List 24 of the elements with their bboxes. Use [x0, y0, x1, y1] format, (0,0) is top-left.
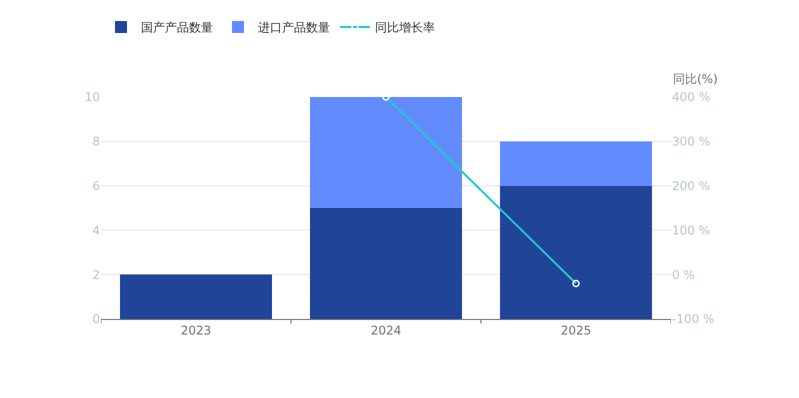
y2-axis-title: 同比(%): [673, 72, 718, 86]
legend-label: 进口产品数量: [258, 20, 330, 35]
bar: [310, 97, 462, 208]
bar: [120, 274, 272, 319]
y-tick-label: 8: [92, 134, 100, 149]
y-tick-label: 0: [92, 312, 100, 326]
y-tick-label: 4: [92, 223, 100, 238]
x-tick-label: 2024: [370, 323, 402, 338]
y2-tick-label: 200 %: [672, 179, 710, 193]
y2-tick-label: 100 %: [672, 223, 710, 238]
y2-tick-label: 300 %: [672, 134, 710, 149]
y-tick-label: 6: [92, 179, 100, 193]
y2-tick-label: -100 %: [672, 312, 714, 326]
bar: [500, 186, 652, 319]
legend-label: 国产产品数量: [141, 20, 213, 35]
y-tick-label: 10: [84, 90, 100, 104]
y2-tick-label: 400 %: [672, 90, 710, 104]
x-tick-label: 2025: [560, 323, 592, 338]
legend-label: 同比增长率: [375, 20, 435, 35]
y-tick-label: 2: [92, 268, 100, 282]
x-tick-label: 2023: [180, 323, 212, 338]
bar: [500, 141, 652, 186]
bar: [310, 208, 462, 319]
y2-tick-label: 0 %: [672, 268, 695, 282]
